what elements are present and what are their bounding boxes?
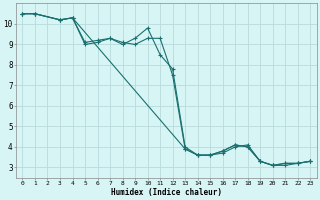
- X-axis label: Humidex (Indice chaleur): Humidex (Indice chaleur): [111, 188, 222, 197]
